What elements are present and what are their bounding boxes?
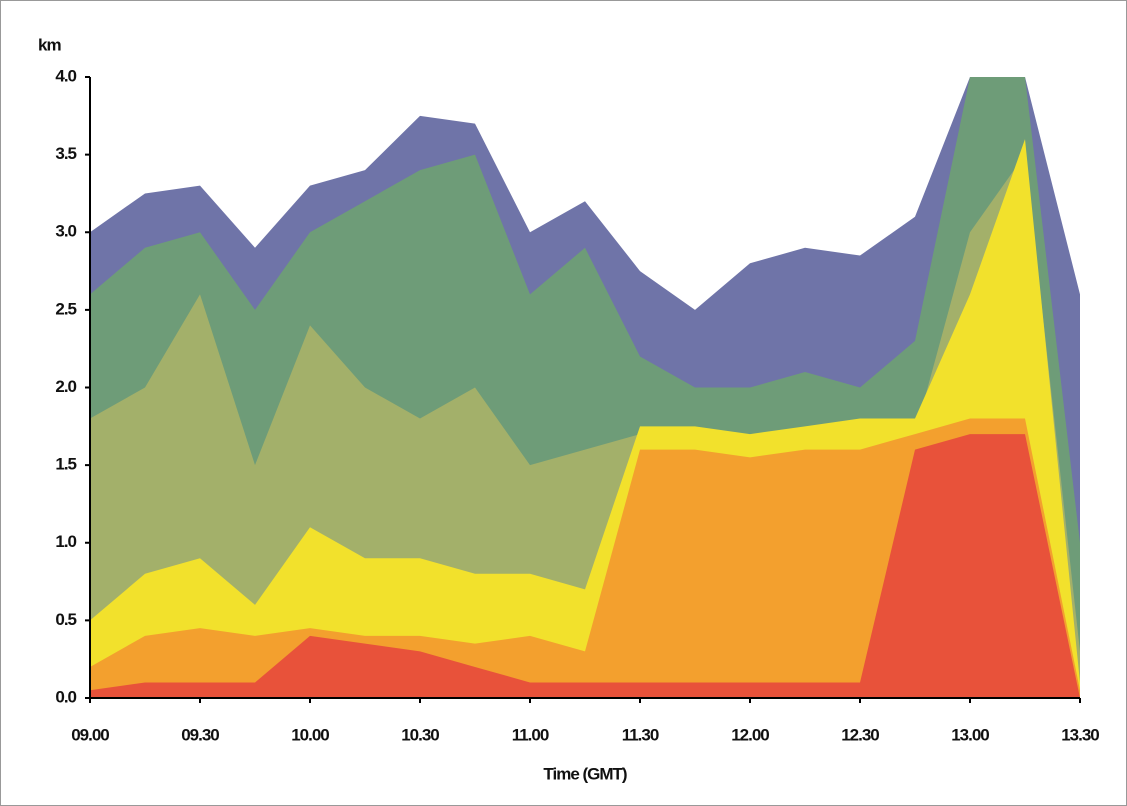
area <box>90 418 1080 698</box>
area <box>90 434 1080 698</box>
y-tick-label: 1.0 <box>55 532 76 551</box>
x-tick-label: 12.30 <box>841 725 879 744</box>
y-tick-label: 0.5 <box>55 610 76 629</box>
x-tick-label: 12.00 <box>731 725 769 744</box>
y-tick-label: 2.5 <box>55 299 76 318</box>
x-tick-label: 09.30 <box>181 725 219 744</box>
x-tick-label: 11.30 <box>622 725 659 744</box>
y-tick-label: 1.5 <box>55 455 76 474</box>
y-tick-label: 4.0 <box>55 66 76 85</box>
y-tick-label: 3.0 <box>55 222 76 241</box>
y-tick-label: 2.0 <box>55 377 76 396</box>
y-tick-label: 3.5 <box>55 144 76 163</box>
x-tick-label: 11.00 <box>512 725 549 744</box>
y-axis-label: km <box>38 35 61 54</box>
x-tick-label: 10.30 <box>401 725 439 744</box>
x-tick-label: 10.00 <box>291 725 329 744</box>
x-tick-label: 09.00 <box>71 725 109 744</box>
x-tick-label: 13.00 <box>951 725 989 744</box>
y-tick-label: 0.0 <box>55 687 76 706</box>
x-tick-label: 13.30 <box>1061 725 1099 744</box>
x-axis-label: Time (GMT) <box>543 764 627 783</box>
